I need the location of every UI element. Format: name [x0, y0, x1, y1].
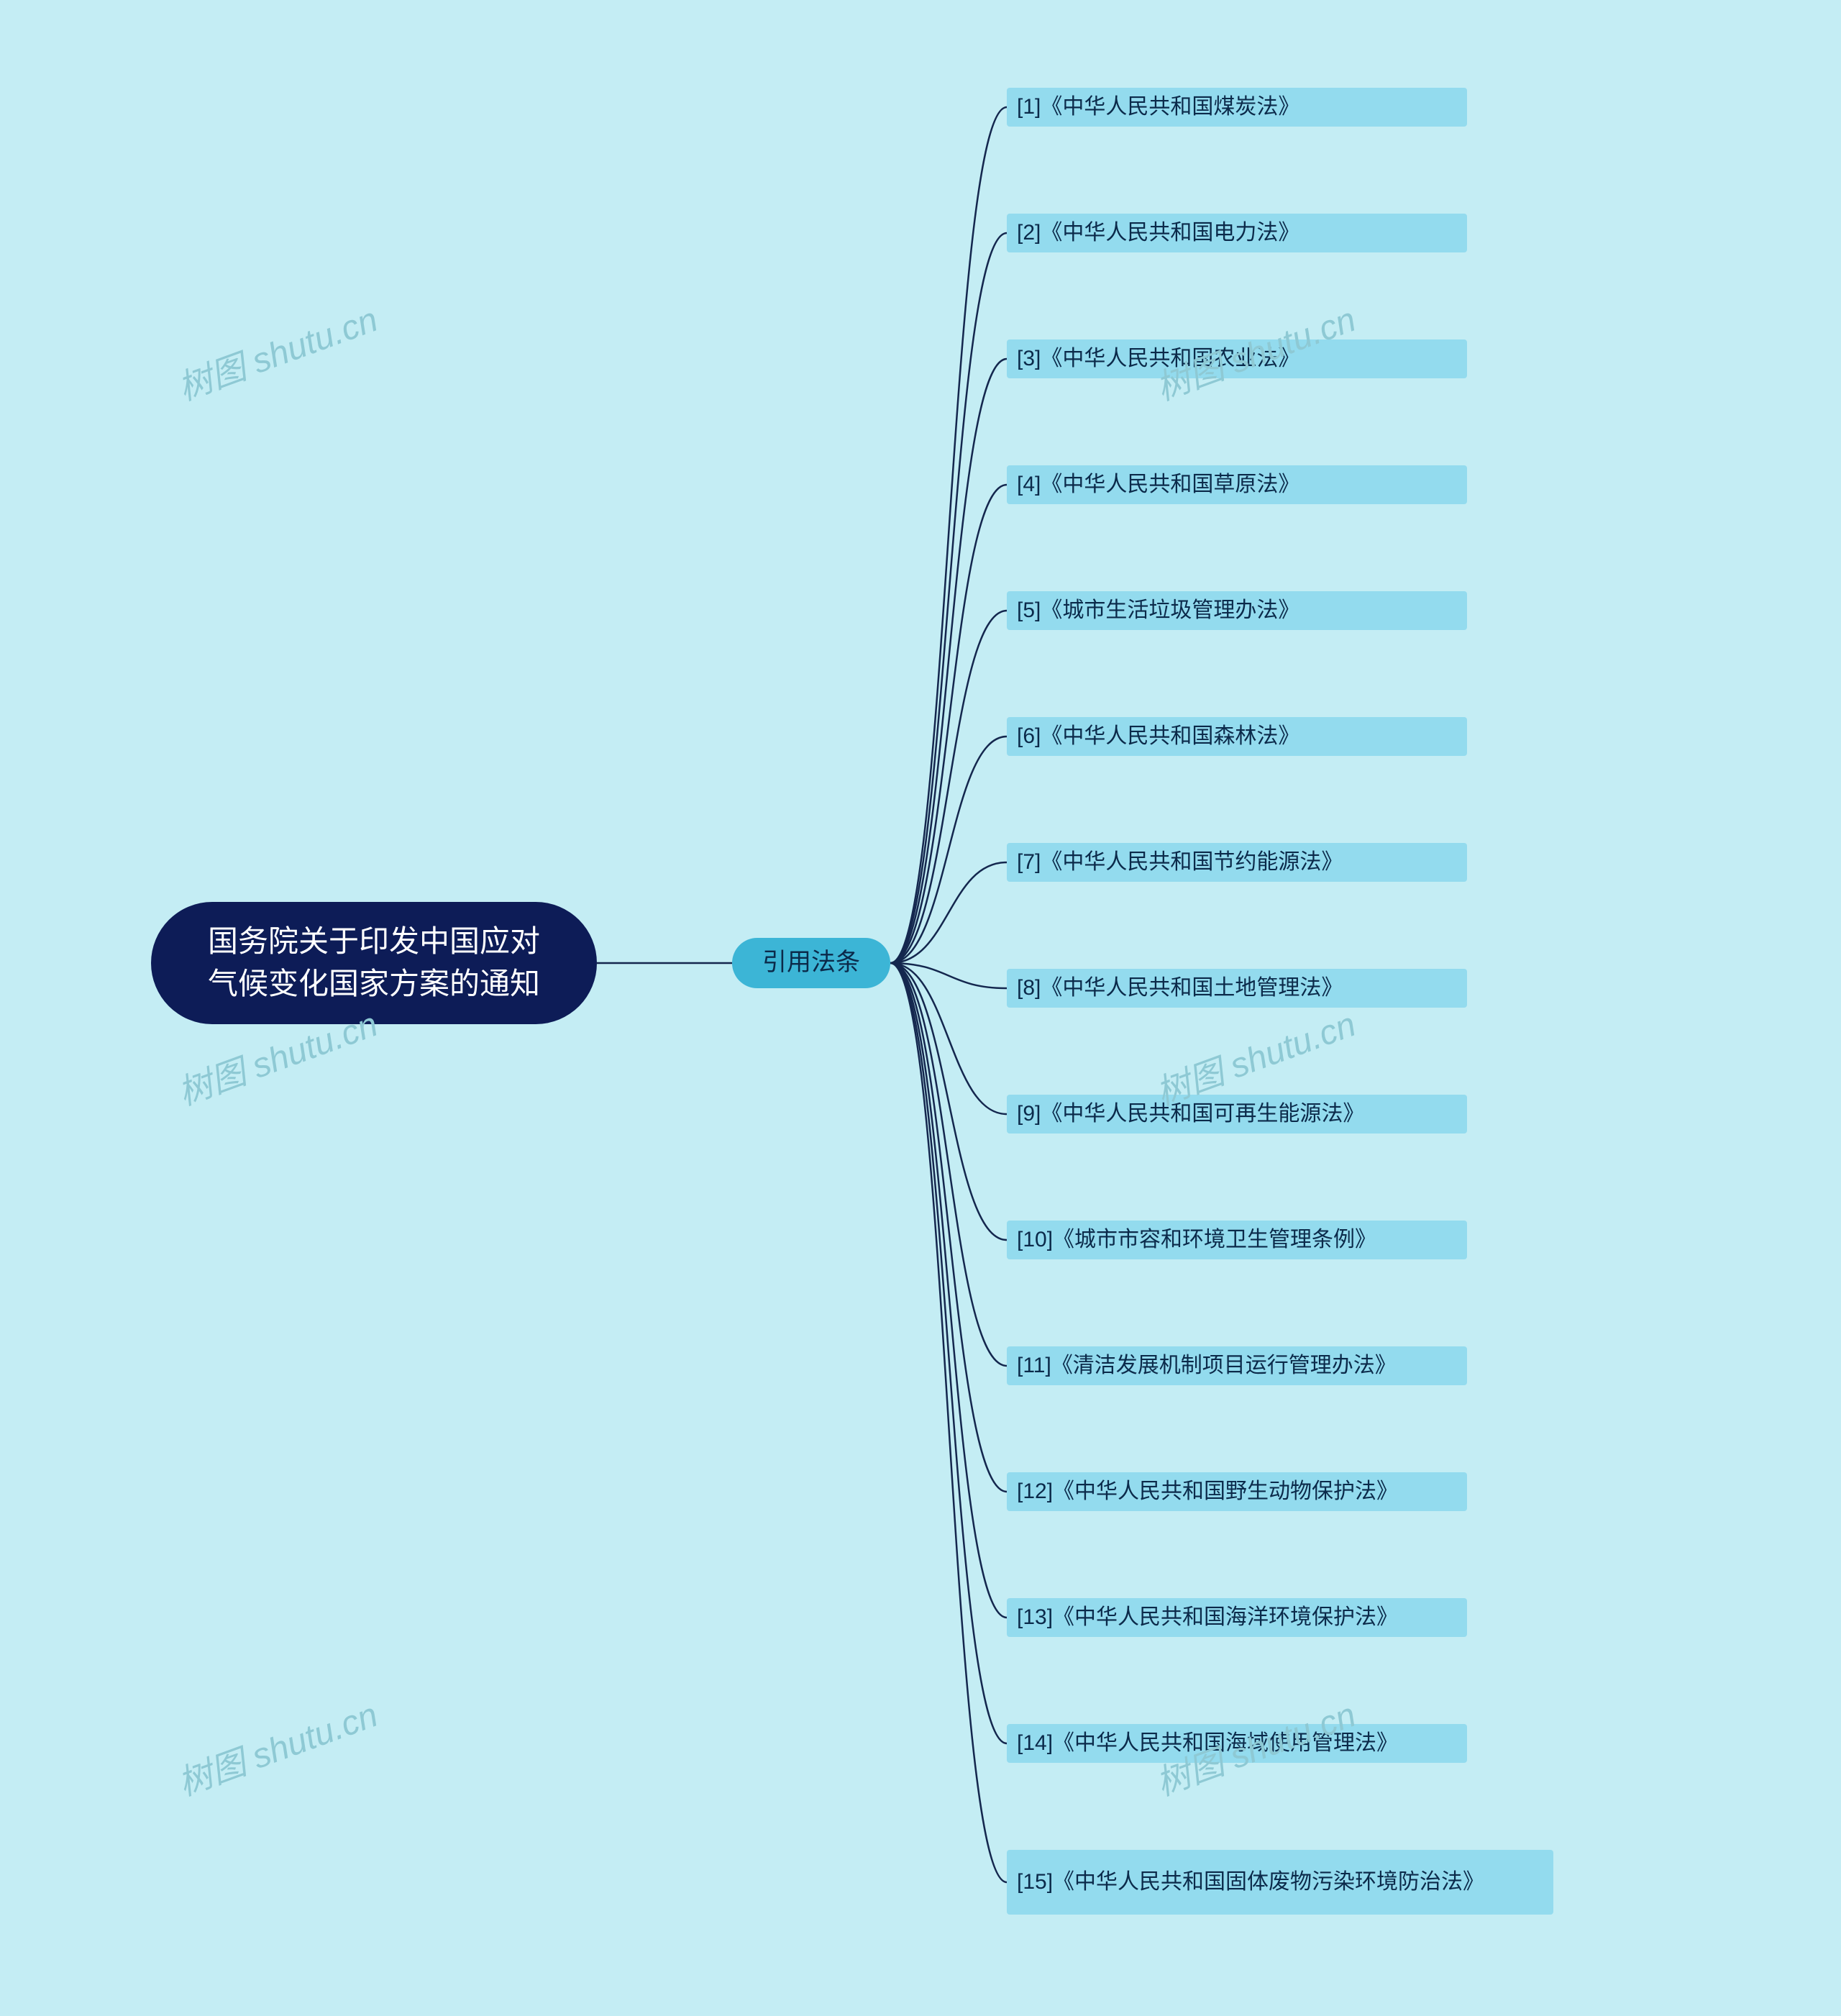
root-line2: 气候变化国家方案的通知 — [208, 963, 540, 1005]
leaf-label: [5]《城市生活垃圾管理办法》 — [1017, 596, 1299, 626]
leaf-node[interactable]: [11]《清洁发展机制项目运行管理办法》 — [1007, 1346, 1467, 1385]
leaf-label: [14]《中华人民共和国海域使用管理法》 — [1017, 1728, 1398, 1759]
leaf-node[interactable]: [3]《中华人民共和国农业法》 — [1007, 339, 1467, 378]
leaf-label: [1]《中华人民共和国煤炭法》 — [1017, 92, 1299, 122]
leaf-label: [4]《中华人民共和国草原法》 — [1017, 470, 1299, 500]
leaf-label: [3]《中华人民共和国农业法》 — [1017, 344, 1299, 374]
leaf-node[interactable]: [9]《中华人民共和国可再生能源法》 — [1007, 1095, 1467, 1134]
root-line1: 国务院关于印发中国应对 — [208, 921, 540, 963]
leaf-node[interactable]: [2]《中华人民共和国电力法》 — [1007, 214, 1467, 252]
leaf-label: [7]《中华人民共和国节约能源法》 — [1017, 847, 1343, 877]
leaf-label: [13]《中华人民共和国海洋环境保护法》 — [1017, 1602, 1398, 1633]
leaf-label: [10]《城市市容和环境卫生管理条例》 — [1017, 1225, 1376, 1255]
mid-node[interactable]: 引用法条 — [732, 938, 890, 988]
leaf-node[interactable]: [14]《中华人民共和国海域使用管理法》 — [1007, 1724, 1467, 1763]
leaf-label: [11]《清洁发展机制项目运行管理办法》 — [1017, 1351, 1397, 1381]
leaf-label: [9]《中华人民共和国可再生能源法》 — [1017, 1099, 1364, 1129]
leaf-label: [8]《中华人民共和国土地管理法》 — [1017, 973, 1343, 1003]
leaf-node[interactable]: [10]《城市市容和环境卫生管理条例》 — [1007, 1221, 1467, 1259]
mindmap-canvas: 国务院关于印发中国应对 气候变化国家方案的通知 引用法条 [1]《中华人民共和国… — [0, 0, 1841, 2016]
leaf-node[interactable]: [15]《中华人民共和国固体废物污染环境防治法》 — [1007, 1850, 1553, 1915]
leaf-node[interactable]: [6]《中华人民共和国森林法》 — [1007, 717, 1467, 756]
leaf-node[interactable]: [5]《城市生活垃圾管理办法》 — [1007, 591, 1467, 630]
leaf-node[interactable]: [13]《中华人民共和国海洋环境保护法》 — [1007, 1598, 1467, 1637]
leaf-node[interactable]: [8]《中华人民共和国土地管理法》 — [1007, 969, 1467, 1008]
leaf-label: [6]《中华人民共和国森林法》 — [1017, 721, 1299, 752]
leaf-label: [15]《中华人民共和国固体废物污染环境防治法》 — [1017, 1867, 1484, 1897]
leaf-node[interactable]: [1]《中华人民共和国煤炭法》 — [1007, 88, 1467, 127]
leaf-label: [2]《中华人民共和国电力法》 — [1017, 218, 1299, 248]
leaf-node[interactable]: [12]《中华人民共和国野生动物保护法》 — [1007, 1472, 1467, 1511]
mid-label: 引用法条 — [762, 946, 860, 980]
watermark: 树图 shutu.cn — [170, 1687, 383, 1805]
leaf-node[interactable]: [7]《中华人民共和国节约能源法》 — [1007, 843, 1467, 882]
leaf-label: [12]《中华人民共和国野生动物保护法》 — [1017, 1477, 1398, 1507]
watermark: 树图 shutu.cn — [170, 291, 383, 410]
leaf-node[interactable]: [4]《中华人民共和国草原法》 — [1007, 465, 1467, 504]
root-node[interactable]: 国务院关于印发中国应对 气候变化国家方案的通知 — [151, 902, 597, 1024]
